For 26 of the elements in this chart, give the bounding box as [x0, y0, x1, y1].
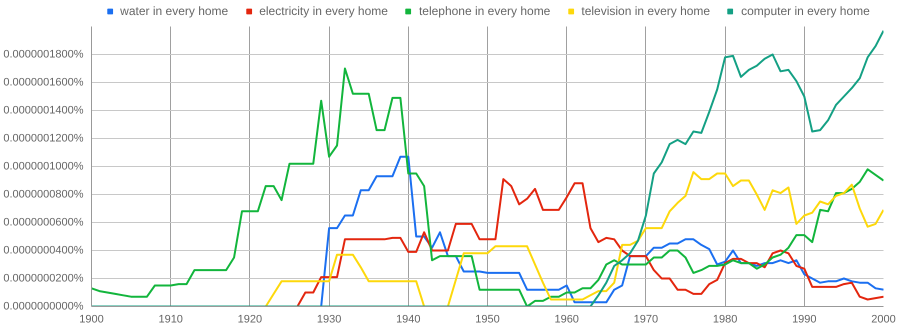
x-tick-label: 1920 [238, 314, 262, 326]
y-tick-label: 0.0000001200% [3, 132, 84, 144]
x-tick-label: 1930 [316, 314, 342, 326]
y-tick-label: 0.0000001000% [3, 160, 84, 172]
x-tick-label: 1970 [634, 314, 658, 326]
x-tick-label: 1990 [792, 314, 817, 326]
x-tick-label: 1940 [396, 314, 421, 326]
y-tick-label: 0.0000000400% [3, 244, 84, 256]
y-tick-label: 0.0000001800% [3, 48, 84, 60]
x-tick-label: 1960 [554, 314, 579, 326]
x-tick-label: 1900 [79, 314, 104, 326]
legend-label: telephone in every home [418, 4, 550, 18]
x-tick-label: 1980 [712, 314, 738, 326]
y-tick-label: 0.0000000000% [3, 300, 84, 312]
y-tick-label: 0.0000000600% [3, 216, 84, 228]
y-tick-label: 0.0000000200% [3, 272, 84, 284]
x-tick-label: 1950 [475, 314, 500, 326]
x-tick-label: 1910 [158, 314, 183, 326]
y-tick-label: 0.0000001400% [3, 104, 84, 116]
legend-label: electricity in every home [259, 4, 388, 18]
y-tick-label: 0.0000001600% [3, 76, 84, 88]
legend-label: computer in every home [741, 4, 870, 18]
y-tick-label: 0.0000000800% [3, 188, 84, 200]
legend-label: water in every home [120, 4, 228, 18]
x-tick-label: 2000 [871, 314, 896, 326]
legend-label: television in every home [581, 4, 710, 18]
